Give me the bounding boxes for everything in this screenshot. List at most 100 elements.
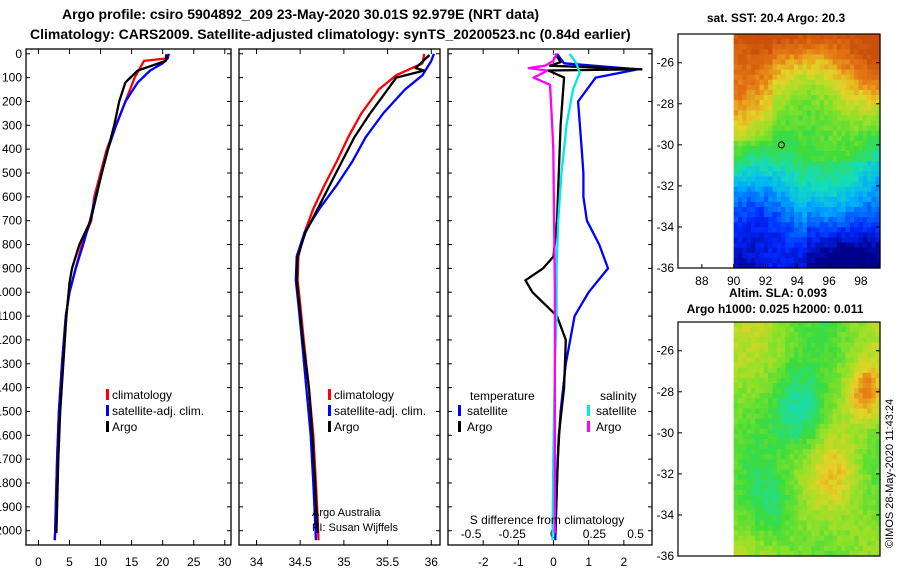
sst-map-cell: [763, 59, 769, 66]
sla-map-cell: [819, 535, 825, 542]
sla-map-cell: [871, 464, 877, 471]
sla-map-cell: [781, 433, 786, 440]
sst-map-cell: [772, 125, 778, 132]
sla-map-cell: [828, 352, 834, 359]
sla-map-cell: [746, 444, 752, 450]
sla-map-cell: [836, 484, 842, 491]
sla-map-cell: [785, 525, 791, 532]
sla-map-cell: [768, 545, 773, 552]
sst-map-cell: [806, 237, 812, 244]
sla-map-cell: [759, 362, 765, 369]
sla-map-cell: [755, 464, 761, 471]
sst-map-cell: [836, 171, 842, 178]
sst-map-cell: [776, 140, 782, 147]
sla-map-cell: [854, 352, 860, 359]
sla-map-cell: [755, 383, 761, 389]
sst-map-cell: [854, 232, 860, 239]
sst-map-cell: [815, 135, 821, 142]
temperature-difference-xtick-label: 1: [585, 555, 592, 569]
sla-map-cell: [871, 383, 877, 389]
sst-map-cell: [737, 115, 743, 122]
sla-map-cell: [750, 550, 756, 557]
sla-map-cell: [737, 454, 743, 460]
sst-map-cell: [733, 125, 739, 132]
sla-map-cell: [750, 428, 756, 435]
sla-map-cell: [836, 454, 842, 460]
sla-map-cell: [763, 510, 769, 516]
sla-map-cell: [733, 489, 739, 496]
sla-map-cell: [862, 398, 868, 404]
sla-map-cell: [793, 469, 799, 476]
sla-map-cell: [763, 464, 769, 471]
sst-map-cell: [854, 237, 860, 244]
sst-map-cell: [793, 206, 799, 213]
sla-map-cell: [802, 357, 808, 364]
sst-map-cell: [871, 64, 877, 71]
sst-map-cell: [772, 196, 778, 203]
sst-map-cell: [854, 201, 860, 208]
sla-map-cell: [755, 459, 761, 466]
sst-map-cell: [871, 232, 877, 239]
sla-map-cell: [802, 388, 808, 394]
sst-map-cell: [733, 232, 739, 239]
sst-map-cell: [781, 135, 786, 142]
sla-map-cell: [841, 530, 847, 537]
sst-map-cell: [793, 232, 799, 239]
sla-map-cell: [858, 464, 864, 471]
sst-map-cell: [798, 34, 804, 40]
sst-map-cell: [836, 166, 842, 172]
sla-map-cell: [793, 332, 799, 338]
sst-map-cell: [755, 44, 761, 50]
sla-map-cell: [849, 545, 855, 552]
sla-map-cell: [798, 413, 804, 420]
sst-map-cell: [798, 196, 804, 203]
sla-map-cell: [742, 352, 748, 359]
sla-map-cell: [824, 347, 829, 354]
sla-map-cell: [849, 479, 855, 486]
sst-map-cell: [815, 140, 821, 147]
sst-map-cell: [871, 196, 877, 203]
sla-map-cell: [759, 444, 765, 450]
sst-map-cell: [858, 34, 864, 40]
sst-map-cell: [854, 217, 860, 223]
sla-map-cell: [798, 550, 804, 557]
sla-map-cell: [798, 418, 804, 425]
sst-map-cell: [733, 201, 739, 208]
sst-map-cell: [746, 74, 752, 81]
sla-map-cell: [815, 413, 821, 420]
sst-map-ytick-label: -32: [657, 179, 675, 193]
sst-map-cell: [849, 74, 855, 81]
sst-map-cell: [828, 252, 834, 259]
sla-map-cell: [781, 494, 786, 501]
sst-map-cell: [737, 49, 743, 55]
sst-map-cell: [785, 34, 791, 40]
sla-map-cell: [742, 469, 748, 476]
sst-map-cell: [742, 247, 748, 254]
sla-map-cell: [836, 525, 842, 532]
sst-map-cell: [828, 201, 834, 208]
sst-map-cell: [785, 84, 791, 91]
sst-map-cell: [755, 222, 761, 228]
sla-map-cell: [793, 327, 799, 333]
sst-map-cell: [854, 186, 860, 193]
sst-map-cell: [811, 130, 817, 137]
sst-map-cell: [811, 95, 817, 101]
sst-map-cell: [811, 59, 817, 66]
sst-map-cell: [768, 130, 773, 137]
sst-map-cell: [832, 89, 838, 96]
sla-map-cell: [862, 494, 868, 501]
sst-map-cell: [854, 171, 860, 178]
sla-map-cell: [806, 550, 812, 557]
sla-map-cell: [849, 337, 855, 343]
sla-map-cell: [750, 500, 756, 506]
sst-map-cell: [737, 171, 743, 178]
sla-map-cell: [781, 469, 786, 476]
sla-map-cell: [750, 403, 756, 410]
sla-map-cell: [815, 352, 821, 359]
sla-map-cell: [750, 464, 756, 471]
sst-map-cell: [849, 257, 855, 264]
sla-map-cell: [793, 444, 799, 450]
sst-map-cell: [819, 79, 825, 86]
sst-map-cell: [742, 156, 748, 162]
sla-map-cell: [815, 484, 821, 491]
